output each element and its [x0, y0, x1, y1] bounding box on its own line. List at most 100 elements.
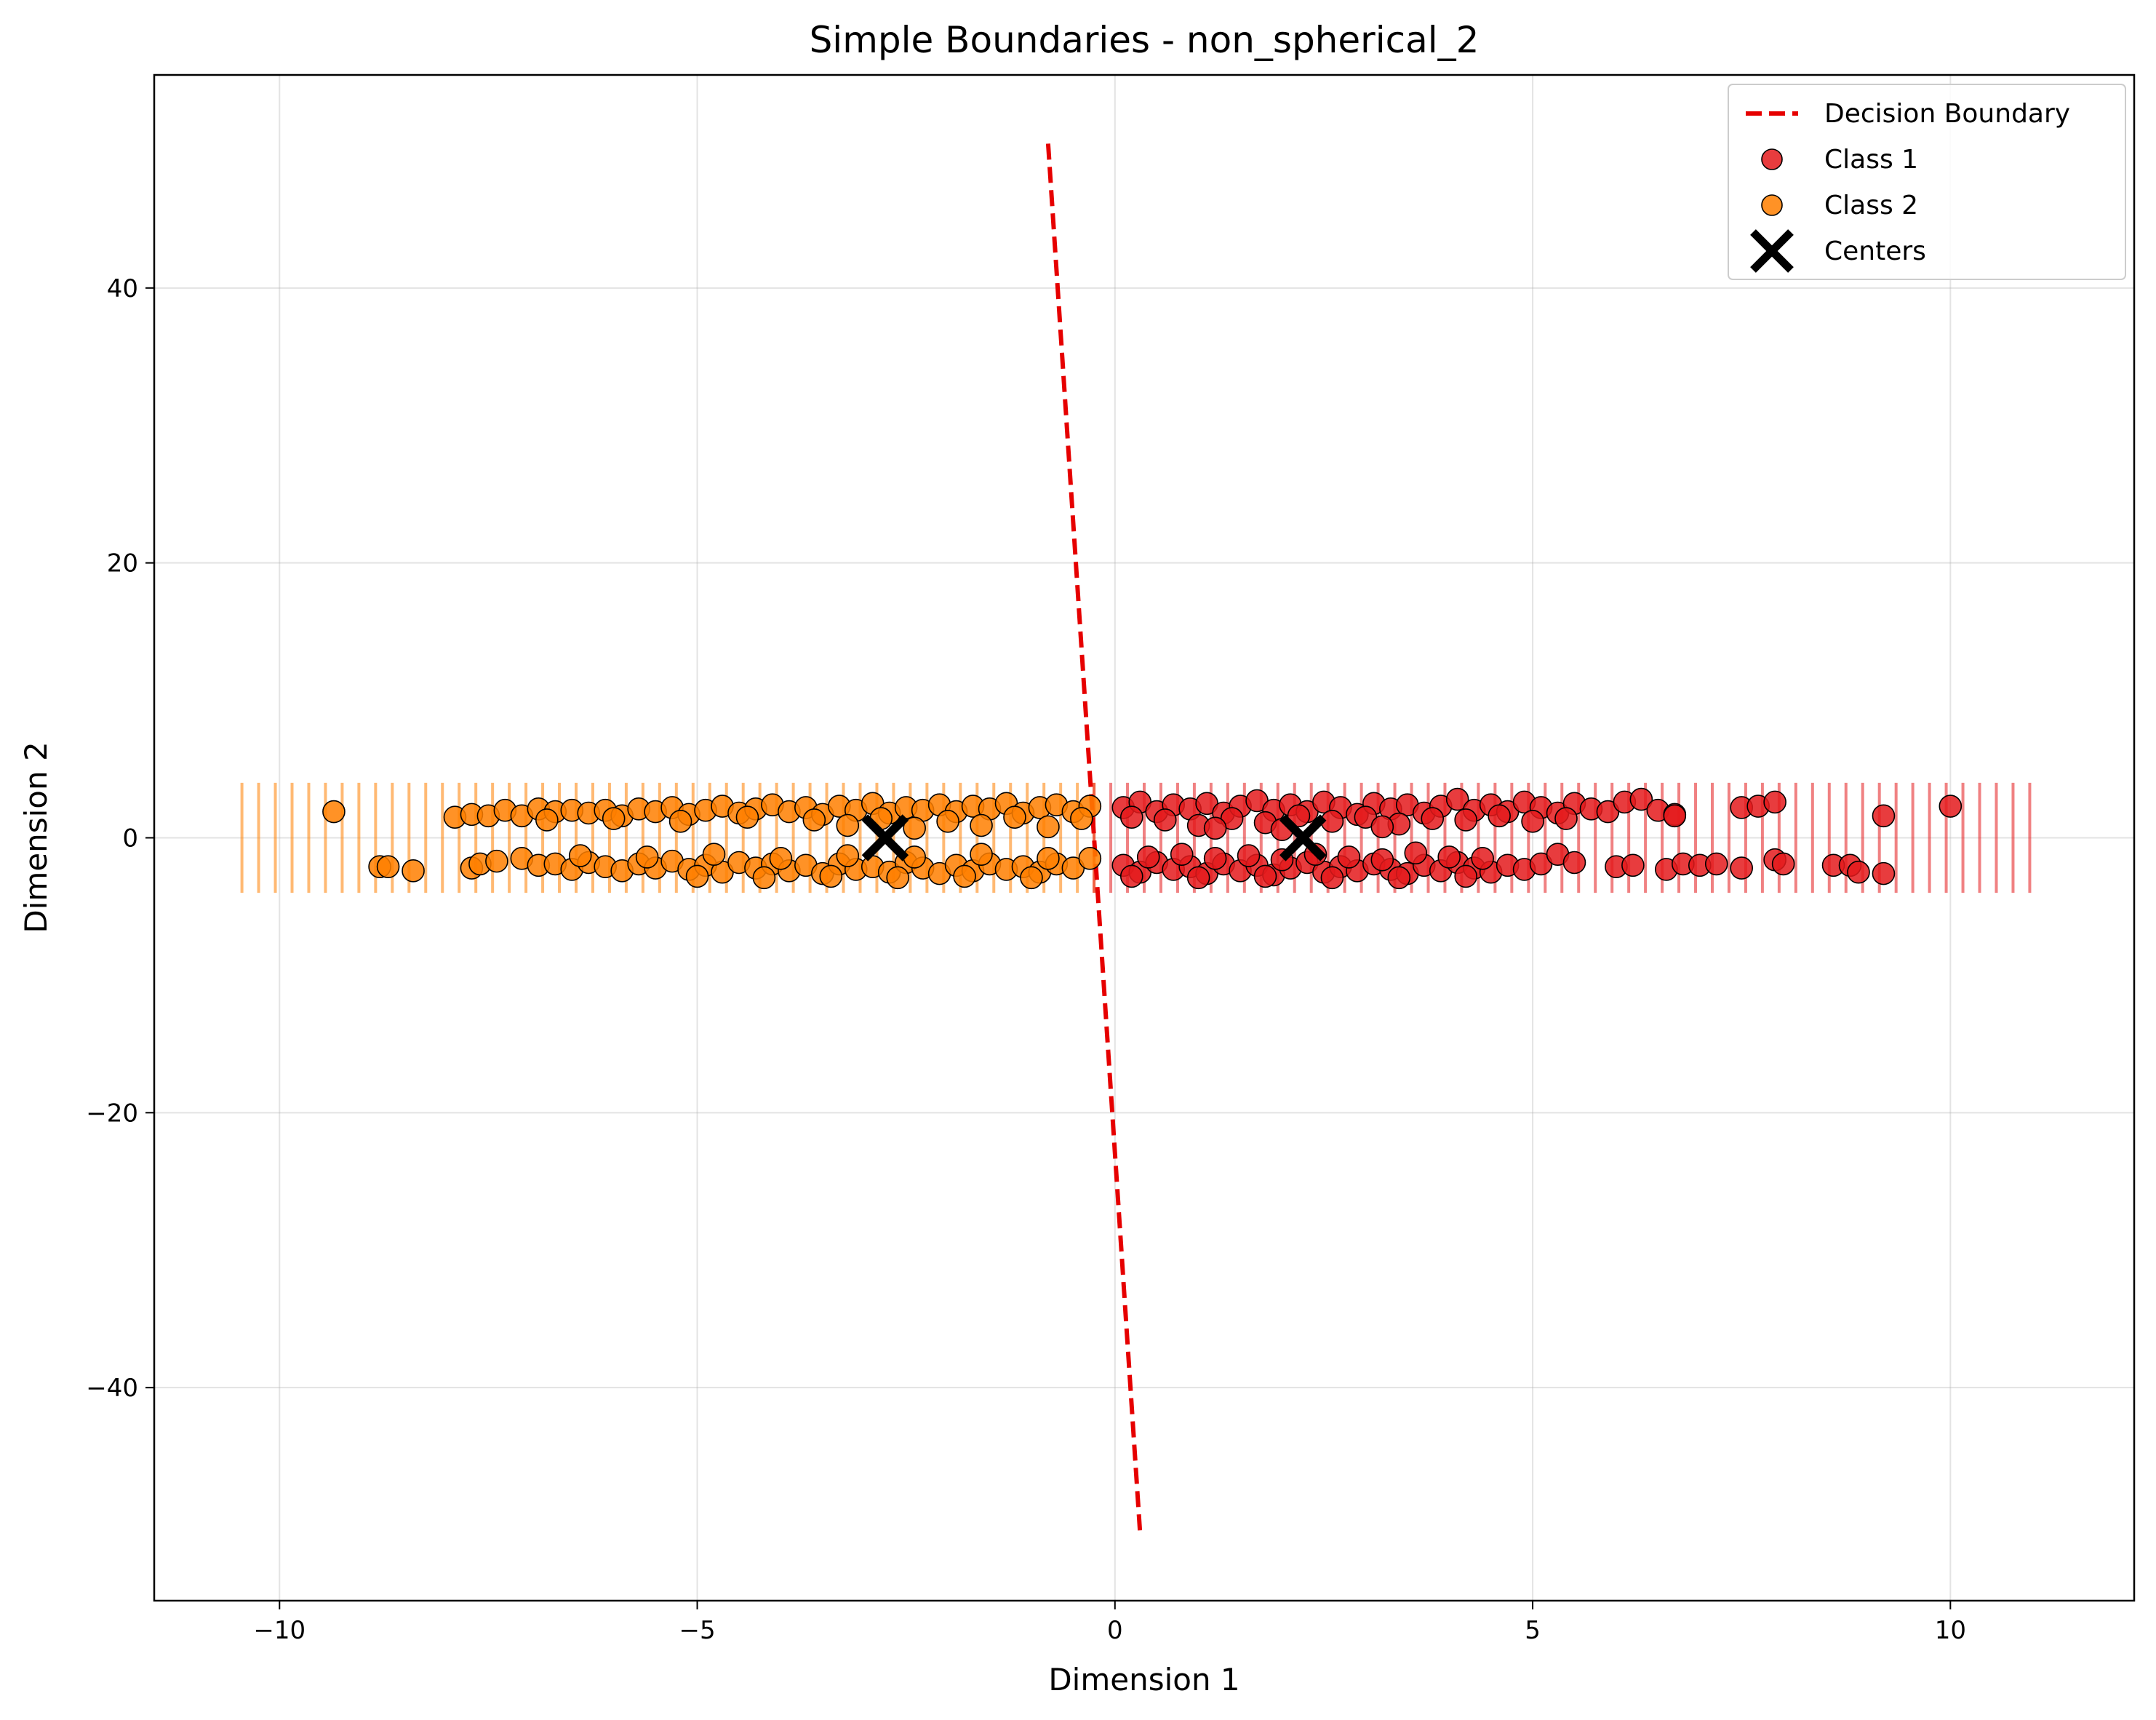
class-1-point: [1370, 815, 1394, 839]
class-1-point: [1521, 810, 1544, 833]
legend-marker-swatch: [1761, 148, 1783, 170]
class-2-point: [752, 866, 776, 890]
legend-entry: Class 1: [1761, 145, 1918, 175]
class-2-point: [802, 808, 826, 832]
class-1-point: [1404, 841, 1428, 865]
class-2-point: [819, 864, 843, 888]
class-1-point: [1704, 852, 1728, 876]
class-2-point: [485, 849, 508, 873]
class-2-point: [322, 800, 346, 824]
class-1-point: [1320, 866, 1344, 890]
legend-label: Decision Boundary: [1824, 99, 2070, 129]
class-1-point: [1186, 866, 1210, 890]
class-2-point: [903, 816, 926, 840]
y-tick-label: −20: [86, 1099, 138, 1128]
y-tick-label: 40: [107, 274, 138, 303]
class-1-point: [1287, 804, 1311, 828]
centers: [861, 814, 1327, 861]
class-2-point: [376, 855, 400, 878]
class-1-point: [1872, 804, 1896, 828]
y-tick-label: 20: [107, 549, 138, 578]
class-1-point: [1153, 808, 1177, 832]
class-1-point: [1663, 804, 1687, 828]
class-2-point: [970, 813, 993, 837]
class-1-point: [1437, 845, 1461, 869]
class-1-point: [1939, 795, 1963, 818]
class-1-point: [1847, 860, 1870, 884]
class-1-point: [1471, 847, 1494, 870]
center-marker: [861, 814, 909, 861]
class-1-point: [1337, 845, 1361, 869]
gridlines: [154, 75, 2134, 1601]
class-1-point: [1370, 848, 1394, 872]
legend-label: Class 2: [1824, 191, 1918, 220]
class-2-point: [568, 844, 592, 867]
x-axis: −10 −5 0 5 10: [253, 1601, 1966, 1645]
class-2-point: [668, 810, 692, 833]
class-2-point: [702, 843, 726, 866]
class-2-point: [953, 864, 976, 888]
legend: Decision Boundary Class 1 Class 2 Centers: [1728, 84, 2126, 280]
legend-entry: Decision Boundary: [1746, 99, 2070, 129]
class-2-point: [836, 844, 860, 867]
class-1-point: [1621, 853, 1645, 877]
x-tick-label: 10: [1935, 1616, 1966, 1645]
class-1-point: [1253, 864, 1277, 888]
class-1-point: [1629, 787, 1653, 811]
class-1-point: [1763, 790, 1786, 814]
class-2-point: [1020, 866, 1043, 890]
chart-title: Simple Boundaries - non_spherical_2: [810, 19, 1480, 61]
legend-box: [1728, 84, 2126, 280]
class-2-point: [886, 866, 909, 890]
class-1-point: [1119, 864, 1143, 888]
class-1-point: [1554, 807, 1578, 830]
y-axis: −40 −20 0 20 40: [86, 274, 154, 1403]
class-1-point: [1562, 851, 1586, 875]
class-2-point: [735, 805, 759, 829]
class-2-point: [1070, 807, 1093, 830]
class-2-point: [535, 808, 559, 832]
legend-label: Centers: [1824, 236, 1926, 266]
class-2-point: [1078, 847, 1102, 870]
class-1-point: [1237, 844, 1261, 867]
class-1-point: [1387, 866, 1411, 890]
scatter-points: [322, 787, 1963, 890]
legend-label: Class 1: [1824, 145, 1918, 175]
class-1-point: [1119, 805, 1143, 829]
class-2-point: [635, 845, 659, 869]
class-1-point: [1445, 787, 1469, 811]
center-marker: [1279, 814, 1327, 861]
legend-x-swatch: [1750, 229, 1794, 273]
legend-entry: Class 2: [1761, 191, 1918, 220]
class-2-point: [936, 810, 959, 833]
class-2-point: [685, 864, 709, 888]
class-1-point: [1872, 861, 1896, 885]
class-2-point: [903, 845, 926, 869]
x-tick-label: −10: [253, 1616, 306, 1645]
x-tick-label: −5: [679, 1616, 715, 1645]
class-2-point: [970, 843, 993, 866]
x-tick-label: 5: [1525, 1616, 1541, 1645]
class-2-point: [836, 813, 860, 837]
class-2-point: [769, 847, 793, 870]
class-2-point: [402, 859, 425, 883]
y-axis-label: Dimension 2: [18, 741, 54, 933]
class-2-point: [1037, 815, 1060, 839]
legend-entry: Centers: [1750, 229, 1926, 273]
class-1-point: [1730, 856, 1753, 880]
class-2-point: [602, 807, 626, 830]
class-1-point: [1488, 804, 1511, 828]
legend-marker-swatch: [1761, 194, 1783, 216]
y-tick-label: 0: [122, 824, 138, 853]
x-tick-label: 0: [1107, 1616, 1123, 1645]
class-2-point: [1037, 847, 1060, 870]
plot-area: [153, 73, 2136, 1602]
y-tick-label: −40: [86, 1374, 138, 1403]
x-axis-label: Dimension 1: [1048, 1662, 1239, 1697]
class-1-point: [1203, 816, 1227, 840]
class-1-point: [1203, 847, 1227, 870]
class-1-point: [1771, 852, 1795, 876]
class-1-point: [1170, 843, 1194, 866]
class-1-point: [1454, 808, 1477, 832]
